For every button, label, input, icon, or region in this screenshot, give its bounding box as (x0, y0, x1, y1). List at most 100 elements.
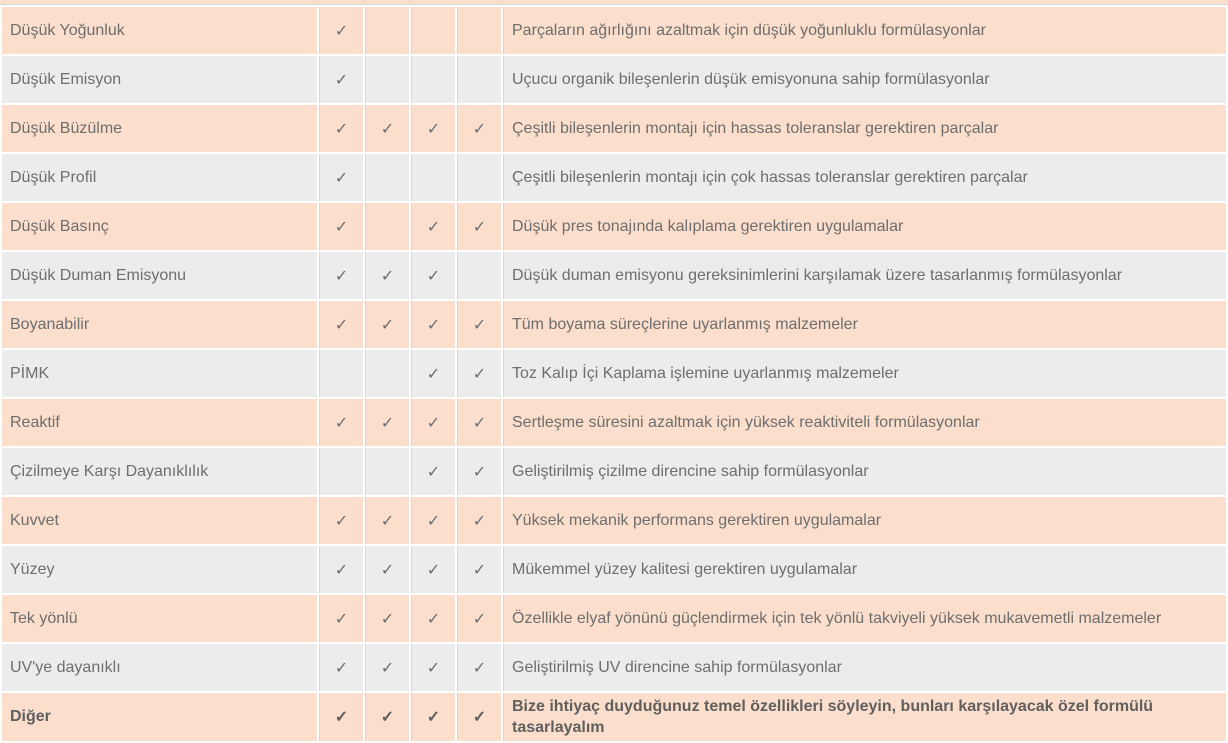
check-icon: ✓ (411, 399, 455, 446)
check-icon: ✓ (319, 595, 363, 642)
table-row: Düşük Emisyon ✓ Uçucu organik bileşenlerin… (2, 56, 1226, 103)
check-cell-empty (457, 56, 501, 103)
feature-name: Düşük Yoğunluk (2, 7, 317, 54)
table-row: Düşük Yoğunluk ✓ Parçaların ağırlığını aza… (2, 7, 1226, 54)
check-cell-empty (319, 448, 363, 495)
feature-description: Bize ihtiyaç duyduğunuz temel özellikler… (503, 693, 1226, 741)
feature-description: Özellikle elyaf yönünü güçlendirmek için… (503, 595, 1226, 642)
check-icon: ✓ (411, 693, 455, 741)
check-icon: ✓ (411, 105, 455, 152)
feature-description: Yüksek mekanik performans gerektiren uyg… (503, 497, 1226, 544)
check-icon: ✓ (411, 301, 455, 348)
table-row: Yüzey ✓ ✓ ✓ ✓ Mükemmel yüzey kalitesi gerekti… (2, 546, 1226, 593)
feature-description: Geliştirilmiş çizilme direncine sahip fo… (503, 448, 1226, 495)
feature-description: Tüm boyama süreçlerine uyarlanmış malzem… (503, 301, 1226, 348)
check-icon: ✓ (365, 105, 409, 152)
table-row: Kuvvet ✓ ✓ ✓ ✓ Yüksek mekanik performans gere… (2, 497, 1226, 544)
table-row: Boyanabilir ✓ ✓ ✓ ✓ Tüm boyama süreçlerine uy… (2, 301, 1226, 348)
table-row: PİMK ✓ ✓ Toz Kalıp İçi Kaplama işlemine uya… (2, 350, 1226, 397)
feature-name: Reaktif (2, 399, 317, 446)
check-icon: ✓ (365, 252, 409, 299)
feature-description: Geliştirilmiş UV direncine sahip formüla… (503, 644, 1226, 691)
check-cell-empty (365, 350, 409, 397)
check-cell-empty (457, 7, 501, 54)
feature-description: Düşük duman emisyonu gereksinimlerini ka… (503, 252, 1226, 299)
feature-name: Kuvvet (2, 497, 317, 544)
check-icon: ✓ (365, 497, 409, 544)
check-icon: ✓ (457, 448, 501, 495)
check-cell-empty (457, 252, 501, 299)
table-row: Düşük Büzülme ✓ ✓ ✓ ✓ Çeşitli bileşenlerin mo… (2, 105, 1226, 152)
table-row: Düşük Basınç ✓ ✓ ✓ Düşük pres tonajında kalı… (2, 203, 1226, 250)
check-icon: ✓ (411, 203, 455, 250)
feature-name: Düşük Emisyon (2, 56, 317, 103)
feature-name: Diğer (2, 693, 317, 741)
check-icon: ✓ (457, 546, 501, 593)
check-icon: ✓ (319, 203, 363, 250)
table-row: Çizilmeye Karşı Dayanıklılık ✓ ✓ Geliştiril… (2, 448, 1226, 495)
check-icon: ✓ (319, 399, 363, 446)
check-icon: ✓ (457, 595, 501, 642)
feature-description: Sertleşme süresini azaltmak için yüksek … (503, 399, 1226, 446)
feature-name: Boyanabilir (2, 301, 317, 348)
check-icon: ✓ (319, 105, 363, 152)
check-icon: ✓ (319, 154, 363, 201)
features-table: Düşük Yoğunluk ✓ Parçaların ağırlığını aza… (0, 5, 1228, 743)
feature-name: Düşük Profil (2, 154, 317, 201)
feature-name: Yüzey (2, 546, 317, 593)
table-row: Düşük Duman Emisyonu ✓ ✓ ✓ Düşük duman emisy… (2, 252, 1226, 299)
check-icon: ✓ (457, 203, 501, 250)
check-cell-empty (319, 350, 363, 397)
check-icon: ✓ (411, 252, 455, 299)
table-row: Tek yönlü ✓ ✓ ✓ ✓ Özellikle elyaf yönünü güçl… (2, 595, 1226, 642)
check-icon: ✓ (319, 497, 363, 544)
check-cell-empty (457, 154, 501, 201)
check-icon: ✓ (319, 644, 363, 691)
check-icon: ✓ (411, 595, 455, 642)
feature-name: Düşük Duman Emisyonu (2, 252, 317, 299)
check-icon: ✓ (319, 693, 363, 741)
check-cell-empty (365, 7, 409, 54)
check-cell-empty (411, 154, 455, 201)
feature-description: Toz Kalıp İçi Kaplama işlemine uyarlanmı… (503, 350, 1226, 397)
check-icon: ✓ (457, 301, 501, 348)
check-icon: ✓ (411, 497, 455, 544)
check-cell-empty (411, 7, 455, 54)
table-row: Reaktif ✓ ✓ ✓ ✓ Sertleşme süresini azaltmak i… (2, 399, 1226, 446)
cropped-row-top-strip (0, 0, 1228, 5)
check-icon: ✓ (365, 644, 409, 691)
check-icon: ✓ (411, 448, 455, 495)
check-cell-empty (365, 203, 409, 250)
check-icon: ✓ (411, 546, 455, 593)
feature-name: Düşük Basınç (2, 203, 317, 250)
check-icon: ✓ (457, 105, 501, 152)
check-icon: ✓ (411, 644, 455, 691)
check-cell-empty (365, 56, 409, 103)
features-table-body: Düşük Yoğunluk ✓ Parçaların ağırlığını aza… (2, 7, 1226, 741)
check-icon: ✓ (411, 350, 455, 397)
check-icon: ✓ (457, 350, 501, 397)
check-icon: ✓ (365, 693, 409, 741)
feature-name: UV'ye dayanıklı (2, 644, 317, 691)
check-icon: ✓ (365, 301, 409, 348)
feature-description: Parçaların ağırlığını azaltmak için düşü… (503, 7, 1226, 54)
feature-description: Çeşitli bileşenlerin montajı için çok ha… (503, 154, 1226, 201)
check-icon: ✓ (319, 7, 363, 54)
check-icon: ✓ (365, 399, 409, 446)
table-row: Düşük Profil ✓ Çeşitli bileşenlerin montaj… (2, 154, 1226, 201)
check-icon: ✓ (319, 301, 363, 348)
feature-description: Uçucu organik bileşenlerin düşük emisyon… (503, 56, 1226, 103)
feature-name: Tek yönlü (2, 595, 317, 642)
check-icon: ✓ (319, 546, 363, 593)
feature-name: PİMK (2, 350, 317, 397)
feature-description: Düşük pres tonajında kalıplama gerektire… (503, 203, 1226, 250)
feature-description: Mükemmel yüzey kalitesi gerektiren uygul… (503, 546, 1226, 593)
table-row: Diğer ✓ ✓ ✓ ✓ Bize ihtiyaç duyduğunuz temel ö… (2, 693, 1226, 741)
check-icon: ✓ (457, 644, 501, 691)
feature-name: Çizilmeye Karşı Dayanıklılık (2, 448, 317, 495)
check-icon: ✓ (457, 497, 501, 544)
table-row: UV'ye dayanıklı ✓ ✓ ✓ ✓ Geliştirilmiş UV dire… (2, 644, 1226, 691)
check-icon: ✓ (365, 546, 409, 593)
check-cell-empty (411, 56, 455, 103)
check-icon: ✓ (319, 252, 363, 299)
